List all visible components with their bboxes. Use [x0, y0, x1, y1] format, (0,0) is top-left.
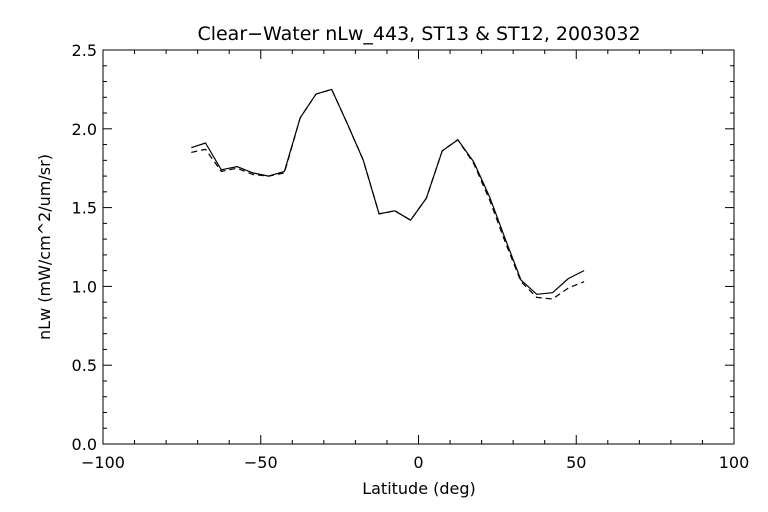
x-axis-ticks: −100 −50 0 50 100: [81, 50, 749, 472]
y-tick-label: 1.0: [72, 277, 97, 296]
dashed-series-line: [191, 88, 585, 300]
x-tick-label: 50: [566, 453, 586, 472]
x-tick-label: 0: [413, 453, 423, 472]
y-axis-ticks: 0.0 0.5 1.0 1.5 2.0 2.5: [72, 41, 734, 454]
x-axis-label: Latitude (deg): [362, 479, 476, 498]
x-tick-label: −100: [81, 453, 125, 472]
chart-title: Clear−Water nLw_443, ST13 & ST12, 200303…: [197, 23, 640, 45]
y-axis-label: nLw (mW/cm^2/um/sr): [35, 154, 54, 340]
plot-frame: [102, 49, 735, 445]
y-tick-label: 1.5: [72, 199, 97, 218]
series-layer: [191, 88, 585, 300]
solid-series-line: [191, 88, 585, 295]
y-tick-label: 0.0: [72, 435, 97, 454]
x-tick-label: −50: [244, 453, 278, 472]
x-tick-label: 100: [719, 453, 750, 472]
y-tick-label: 2.5: [72, 41, 97, 60]
y-tick-label: 0.5: [72, 356, 97, 375]
y-tick-label: 2.0: [72, 120, 97, 139]
